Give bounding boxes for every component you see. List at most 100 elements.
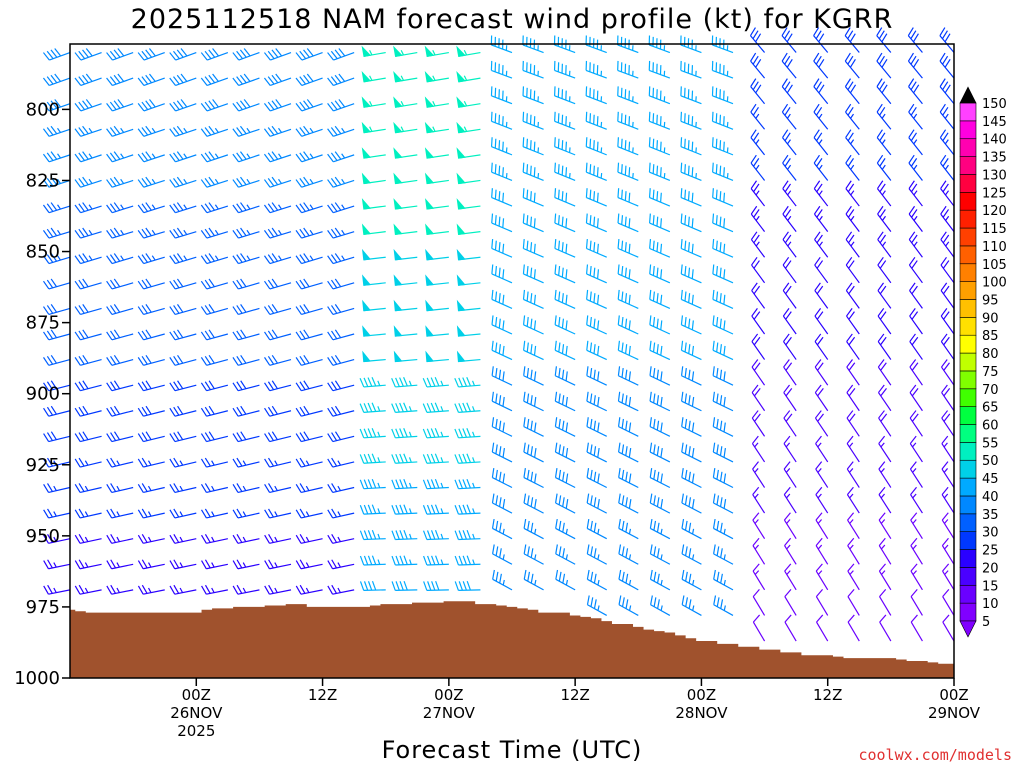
barb-flag	[50, 151, 58, 160]
barb-flag	[782, 231, 789, 240]
wind-barb	[617, 315, 639, 335]
wind-barb	[74, 73, 102, 87]
barb-flag	[879, 614, 887, 623]
barb-flag	[299, 127, 306, 136]
barb-flag	[784, 158, 791, 167]
colorbar-swatch	[959, 584, 977, 604]
barb-half-flag	[881, 113, 886, 119]
barb-flag	[649, 213, 651, 224]
wind-barb	[712, 493, 734, 514]
barb-flag	[680, 188, 683, 198]
barb-flag	[660, 473, 663, 484]
wind-barb	[910, 512, 923, 540]
barb-flag	[173, 127, 180, 136]
barb-flag	[236, 406, 243, 416]
barb-pennant	[361, 223, 372, 236]
barb-flag	[395, 581, 400, 591]
barb-half-flag	[786, 570, 791, 575]
barb-flag	[585, 137, 588, 147]
barb-flag	[334, 202, 342, 211]
barb-flag	[719, 318, 722, 329]
wind-barb	[490, 86, 513, 105]
barb-half-flag	[723, 528, 726, 535]
wind-barb	[712, 315, 734, 335]
barb-flag	[494, 189, 497, 200]
wind-barb	[712, 188, 734, 207]
wind-barb	[847, 614, 860, 642]
wind-barb	[553, 60, 576, 79]
barb-half-flag	[432, 126, 436, 132]
barb-flag	[109, 305, 117, 314]
wind-barb	[680, 188, 702, 207]
barb-flag	[204, 508, 211, 518]
barb-flag	[106, 331, 113, 341]
barb-flag	[327, 102, 334, 112]
barb-flag	[43, 458, 50, 468]
wind-barb	[752, 461, 766, 488]
wind-barb	[783, 486, 797, 514]
barb-flag	[458, 504, 464, 515]
barb-flag	[169, 534, 176, 544]
wind-barb	[169, 508, 197, 519]
barb-flag	[82, 74, 89, 84]
wind-barb	[941, 384, 955, 412]
barb-flag	[621, 597, 625, 607]
wind-barb	[425, 350, 449, 363]
barb-flag	[942, 158, 949, 167]
barb-flag	[593, 242, 596, 252]
barb-flag	[295, 534, 302, 544]
wind-barb	[232, 176, 260, 188]
barb-staff	[910, 621, 923, 642]
barb-flag	[50, 304, 58, 313]
barb-flag	[719, 395, 723, 405]
barb-half-flag	[246, 153, 251, 159]
wind-barb	[585, 60, 607, 79]
wind-barb	[422, 529, 449, 541]
barb-flag	[466, 377, 472, 387]
barb-flag	[371, 402, 377, 412]
wind-barb	[425, 248, 449, 261]
wind-barb	[648, 137, 671, 156]
wind-barb	[782, 308, 797, 335]
wind-barb	[585, 239, 607, 258]
barb-half-flag	[565, 528, 568, 535]
wind-barb	[680, 340, 702, 361]
barb-pennant	[393, 299, 403, 312]
wind-barb	[618, 595, 639, 616]
barb-half-flag	[120, 229, 125, 235]
barb-flag	[554, 188, 557, 198]
wind-barb	[942, 588, 955, 616]
barb-half-flag	[881, 215, 886, 221]
barb-flag	[491, 239, 494, 249]
wind-barb	[649, 391, 671, 412]
wind-barb	[783, 333, 797, 360]
barb-flag	[239, 74, 247, 84]
barb-flag	[716, 367, 719, 378]
barb-flag	[565, 499, 569, 509]
barb-flag	[240, 176, 247, 186]
barb-pennant	[456, 121, 466, 134]
barb-flag	[684, 138, 686, 149]
barb-flag	[845, 154, 852, 164]
barb-flag	[371, 580, 377, 591]
barb-flag	[430, 428, 436, 438]
wind-barb	[137, 508, 165, 519]
barb-flag	[371, 529, 377, 540]
barb-pennant	[456, 325, 466, 337]
barb-flag	[359, 428, 365, 439]
barb-flag	[267, 330, 275, 340]
wind-barb	[295, 534, 323, 544]
credit-link[interactable]: coolwx.com/models	[858, 746, 1012, 764]
wind-barb	[74, 354, 102, 366]
barb-flag	[176, 125, 184, 135]
barb-flag	[327, 407, 334, 417]
barb-flag	[74, 484, 81, 493]
barb-flag	[815, 563, 823, 572]
wind-barb	[362, 274, 386, 286]
wind-barb	[327, 534, 355, 544]
barb-flag	[212, 99, 219, 108]
barb-flag	[596, 192, 599, 203]
barb-flag	[106, 128, 113, 137]
barb-flag	[74, 77, 82, 86]
barb-flag	[50, 329, 58, 339]
